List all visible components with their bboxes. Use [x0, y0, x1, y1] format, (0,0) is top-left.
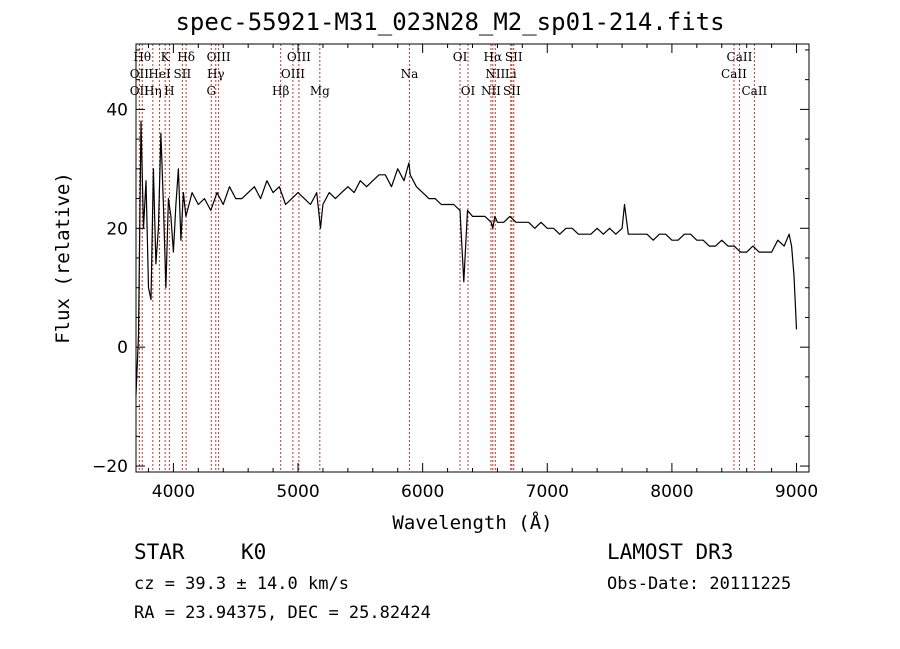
x-tick-label: 8000 — [650, 482, 693, 502]
spectral-line-label: Na — [401, 67, 419, 81]
redshift-value: cz = 39.3 ± 14.0 km/s — [134, 574, 349, 594]
x-tick-label: 5000 — [276, 482, 319, 502]
chart-title: spec-55921-M31_023N28_M2_sp01-214.fits — [175, 8, 725, 36]
spectral-line-label: Mg — [310, 84, 330, 98]
survey-name: LAMOST DR3 — [607, 540, 734, 564]
spectral-line-label: H — [164, 84, 174, 98]
spectral-line-label: HeI — [148, 67, 171, 81]
spectral-line-label: OII — [130, 67, 150, 81]
spectral-line-label: CaII — [727, 50, 753, 64]
spectral-line-label: CaII — [741, 84, 767, 98]
spectral-line-label: SII — [174, 67, 192, 81]
object-subclass: K0 — [241, 540, 267, 564]
x-tick-label: 6000 — [401, 482, 444, 502]
plot-frame — [135, 43, 810, 473]
observation-date: Obs-Date: 20111225 — [607, 574, 792, 594]
spectral-line-label: CaII — [721, 67, 747, 81]
spectral-line-label: OIII — [281, 67, 305, 81]
x-tick-label: 7000 — [526, 482, 569, 502]
y-tick-label: 0 — [117, 338, 128, 358]
object-class: STAR — [134, 540, 185, 564]
spectral-line-label: OII — [130, 84, 150, 98]
spectral-line-label: OI — [461, 84, 476, 98]
x-tick-label: 4000 — [152, 482, 195, 502]
spectral-line-label: NII — [485, 67, 505, 81]
coordinates: RA = 23.94375, DEC = 25.82424 — [134, 603, 431, 623]
spectral-line-label: Hγ — [207, 67, 225, 81]
spectral-line-label: Hθ — [133, 50, 151, 64]
spectral-line-label: OIII — [207, 50, 231, 64]
y-tick-label: −20 — [92, 457, 128, 477]
y-tick-label: 40 — [106, 100, 128, 120]
y-tick-label: 20 — [106, 219, 128, 239]
spectral-line-label: SII — [503, 84, 521, 98]
spectral-line-label: SII — [505, 50, 523, 64]
spectral-line-label: Hα — [484, 50, 503, 64]
x-axis-label: Wavelength (Å) — [392, 511, 552, 534]
x-tick-label: 9000 — [775, 482, 818, 502]
spectrum-line — [135, 120, 798, 395]
spectral-line-label: Hδ — [177, 50, 195, 64]
spectral-line-label: OIII — [287, 50, 311, 64]
spectral-line-label: Hη — [144, 84, 162, 98]
y-axis-label: Flux (relative) — [52, 172, 74, 344]
spectral-line-label: K — [161, 50, 171, 64]
spectral-line-label: Hβ — [272, 84, 289, 98]
spectral-line-label: G — [206, 84, 216, 98]
spectral-line-label: Li — [505, 67, 517, 81]
spectral-line-label: NII — [481, 84, 501, 98]
spectral-line-label: OI — [453, 50, 468, 64]
